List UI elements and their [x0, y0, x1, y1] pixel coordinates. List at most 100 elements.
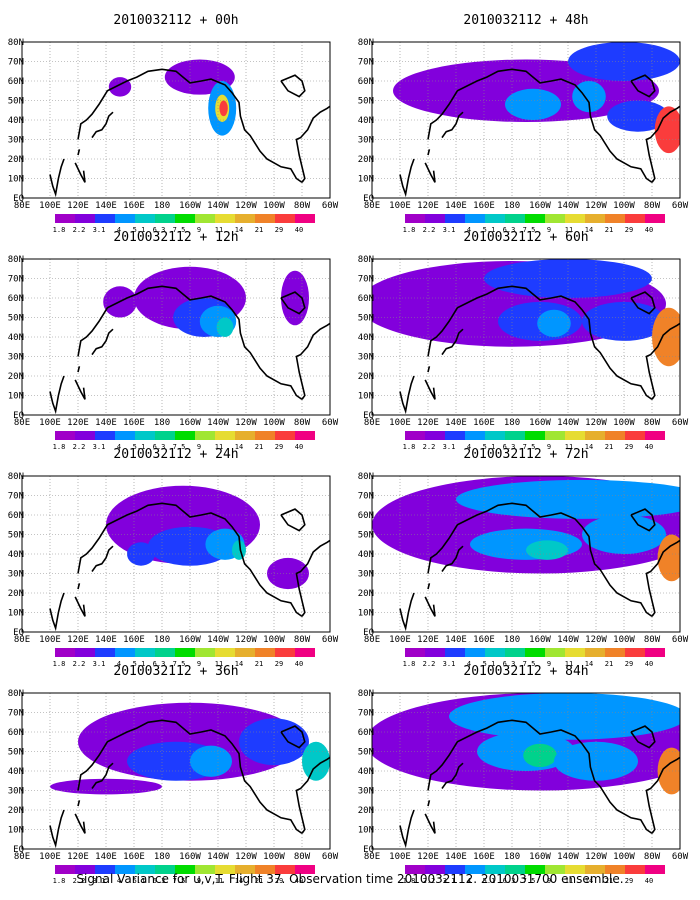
coastline [427, 149, 431, 156]
colorbar-label: 1.8 [53, 226, 66, 234]
y-tick-label: 50N [8, 97, 24, 107]
y-tick-label: 70N [8, 709, 24, 719]
colorbar-label: 3.1 [93, 660, 106, 668]
variance-contour-2 [190, 745, 232, 777]
variance-contour-5 [127, 542, 155, 566]
x-tick-label: 100W [263, 635, 285, 645]
x-tick-label: 160W [179, 852, 201, 862]
colorbar-label: 2.2 [423, 443, 436, 451]
coastline [399, 158, 415, 198]
coastlines [49, 719, 330, 849]
colorbar-label: 4 [117, 877, 121, 885]
y-tick-label: EQ [363, 411, 374, 421]
coastline [77, 502, 303, 618]
colorbar-label: 6.3 [153, 660, 166, 668]
x-tick-label: 100E [389, 201, 411, 211]
x-tick-label: 160W [529, 201, 551, 211]
map-frame [21, 692, 331, 850]
colorbar-label: 5.1 [133, 443, 146, 451]
x-tick-label: 120W [585, 201, 607, 211]
panel-title: 2010032112 + 24h [113, 447, 238, 462]
colorbar-swatch [525, 865, 545, 874]
colorbar-label: 6.3 [153, 443, 166, 451]
x-tick-label: 60W [672, 635, 689, 645]
colorbar-swatch [425, 431, 445, 440]
colorbar-swatch [255, 865, 275, 874]
coastline [427, 502, 653, 618]
x-tick-label: 160E [123, 635, 145, 645]
colorbar-label: 6.3 [153, 226, 166, 234]
colorbar-label: 14 [585, 226, 593, 234]
coastlines [399, 68, 680, 198]
colorbar-label: 40 [645, 443, 653, 451]
colorbar-swatch [645, 648, 665, 657]
colorbar-swatch [545, 431, 565, 440]
colorbar-label: 7.5 [173, 660, 186, 668]
colorbar-swatch [445, 648, 465, 657]
colorbar-swatch [55, 865, 75, 874]
variance-contour-3 [537, 309, 571, 337]
coastline [74, 813, 86, 834]
colorbar-label: 1.8 [53, 877, 66, 885]
y-tick-label: 20N [8, 372, 24, 382]
colorbar-swatch [255, 431, 275, 440]
variance-contour-2 [470, 528, 582, 560]
x-tick-label: 140W [207, 635, 229, 645]
x-tick-label: 80E [364, 418, 380, 428]
variance-contour-5 [302, 741, 330, 781]
x-tick-label: 180 [154, 635, 170, 645]
colorbar-label: 40 [295, 660, 303, 668]
colorbar-label: 9 [547, 443, 551, 451]
colorbar-swatch [235, 214, 255, 223]
colorbar-label: 5.1 [483, 226, 496, 234]
x-tick-label: 120E [67, 635, 89, 645]
map-panel-0: 2010032112 + 00h EQ 10N 20N 30N 40N 50N 60N 70N 8… [8, 13, 339, 234]
colorbar-label: 7.5 [523, 877, 536, 885]
map-panel-2: 2010032112 + 12h EQ 10N 20N 30N 40N 50N 60N 70N 8… [8, 230, 339, 451]
x-tick-label: 140E [445, 201, 467, 211]
x-tick-label: 120W [235, 635, 257, 645]
colorbar-label: 6.3 [503, 877, 516, 885]
coastline [77, 68, 303, 184]
colorbar-swatch [565, 865, 585, 874]
colorbar-label: 29 [625, 443, 633, 451]
colorbar-label: 1.8 [403, 877, 416, 885]
coastline [91, 762, 114, 789]
x-tick-label: 140W [557, 852, 579, 862]
x-tick-label: 140W [557, 418, 579, 428]
coastline [295, 756, 330, 834]
colorbar-label: 6.3 [503, 660, 516, 668]
y-tick-label: 30N [358, 353, 374, 363]
coastline [49, 809, 65, 849]
colorbar-swatch [295, 431, 315, 440]
x-tick-label: 160W [529, 852, 551, 862]
colorbar-label: 11 [215, 443, 223, 451]
colorbar-label: 14 [235, 877, 243, 885]
colorbar-swatch [115, 431, 135, 440]
x-tick-label: 180 [504, 852, 520, 862]
coastline [49, 375, 65, 415]
map-gridlines [22, 693, 330, 849]
x-tick-label: 180 [504, 418, 520, 428]
colorbar-swatch [95, 431, 115, 440]
y-tick-label: EQ [13, 628, 24, 638]
variance-contour-3 [572, 81, 606, 113]
y-tick-label: 20N [358, 589, 374, 599]
x-tick-label: 160W [179, 201, 201, 211]
map-frame [371, 692, 681, 850]
colorbar-swatch [445, 431, 465, 440]
x-tick-label: 160W [179, 635, 201, 645]
x-tick-label: 140E [445, 635, 467, 645]
y-tick-label: 60N [358, 294, 374, 304]
x-tick-label: 180 [154, 201, 170, 211]
y-tick-label: 10N [8, 392, 24, 402]
map-gridlines [22, 259, 330, 415]
colorbar-swatch [465, 214, 485, 223]
coastline [441, 545, 464, 572]
colorbar-label: 14 [585, 877, 593, 885]
x-tick-label: 180 [154, 418, 170, 428]
colorbar-label: 3.1 [443, 443, 456, 451]
panel-title: 2010032112 + 12h [113, 230, 238, 245]
coastlines [399, 285, 680, 415]
colorbar-label: 5.1 [133, 660, 146, 668]
